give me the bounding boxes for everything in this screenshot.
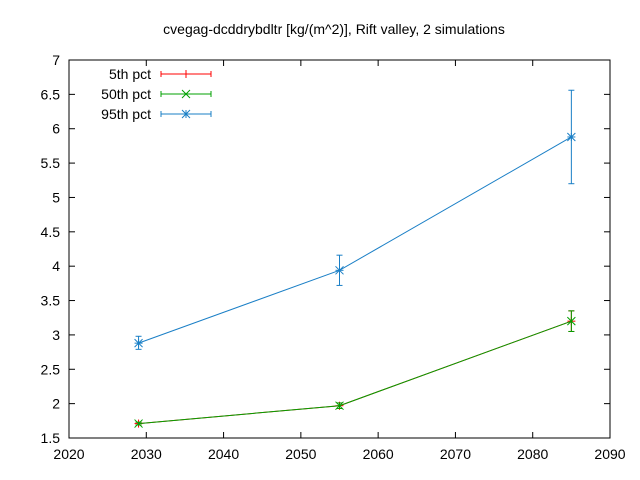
y-tick-label: 4 (52, 258, 60, 274)
marker-stroke (181, 109, 191, 119)
legend-label: 50th pct (101, 86, 151, 102)
series-2 (134, 310, 576, 428)
legend-marker (181, 89, 191, 99)
y-tick-label: 5 (52, 189, 60, 205)
data-point (335, 265, 344, 275)
x-tick-label: 2020 (53, 446, 84, 462)
y-tick-label: 6 (52, 121, 60, 137)
y-tick-label: 3.5 (41, 293, 61, 309)
marker-stroke (181, 89, 191, 99)
y-tick-label: 6.5 (41, 86, 61, 102)
axes: 2020 2030 2040 2050 2060 2070 2080 2090 1.5 2 2.5 3… (41, 52, 626, 462)
legend-entry-1: 5th pct (109, 66, 212, 82)
series-3 (134, 89, 576, 350)
marker-stroke (134, 419, 143, 428)
data-point (134, 338, 143, 348)
marker-stroke (567, 316, 576, 326)
x-tick-label: 2090 (594, 446, 625, 462)
legend-marker (181, 109, 191, 119)
data-point (567, 132, 576, 142)
y-tick-label: 1.5 (41, 430, 61, 446)
legend-entry-3: 95th pct (101, 106, 212, 122)
legend-marker (182, 70, 190, 78)
series-line (138, 320, 572, 425)
data-point (335, 401, 344, 411)
legend: 5th pct 50th pct 95th pct (101, 66, 212, 122)
data-point (567, 316, 576, 326)
legend-label: 5th pct (109, 66, 151, 82)
marker-stroke (335, 265, 344, 275)
legend-entry-2: 50th pct (101, 86, 212, 102)
y-tick-label: 7 (52, 52, 60, 68)
data-point (134, 419, 143, 428)
marker-stroke (335, 401, 344, 411)
series-line (138, 320, 572, 425)
x-tick-label: 2050 (285, 446, 316, 462)
y-tick-label: 2.5 (41, 361, 61, 377)
x-tick-label: 2040 (208, 446, 239, 462)
marker-stroke (567, 132, 576, 142)
x-tick-label: 2080 (517, 446, 548, 462)
y-tick-label: 3 (52, 327, 60, 343)
y-tick-label: 5.5 (41, 155, 61, 171)
y-tick-label: 2 (52, 396, 60, 412)
y-tick-label: 4.5 (41, 224, 61, 240)
chart-title: cvegag-dcddrybdltr [kg/(m^2)], Rift vall… (163, 21, 505, 37)
series-layer (134, 89, 576, 428)
x-tick-label: 2070 (440, 446, 471, 462)
series-line (138, 136, 572, 344)
x-tick-label: 2060 (363, 446, 394, 462)
legend-label: 95th pct (101, 106, 151, 122)
plot-frame (68, 59, 611, 439)
marker-stroke (134, 338, 143, 348)
x-tick-label: 2030 (131, 446, 162, 462)
series-1 (134, 310, 576, 428)
